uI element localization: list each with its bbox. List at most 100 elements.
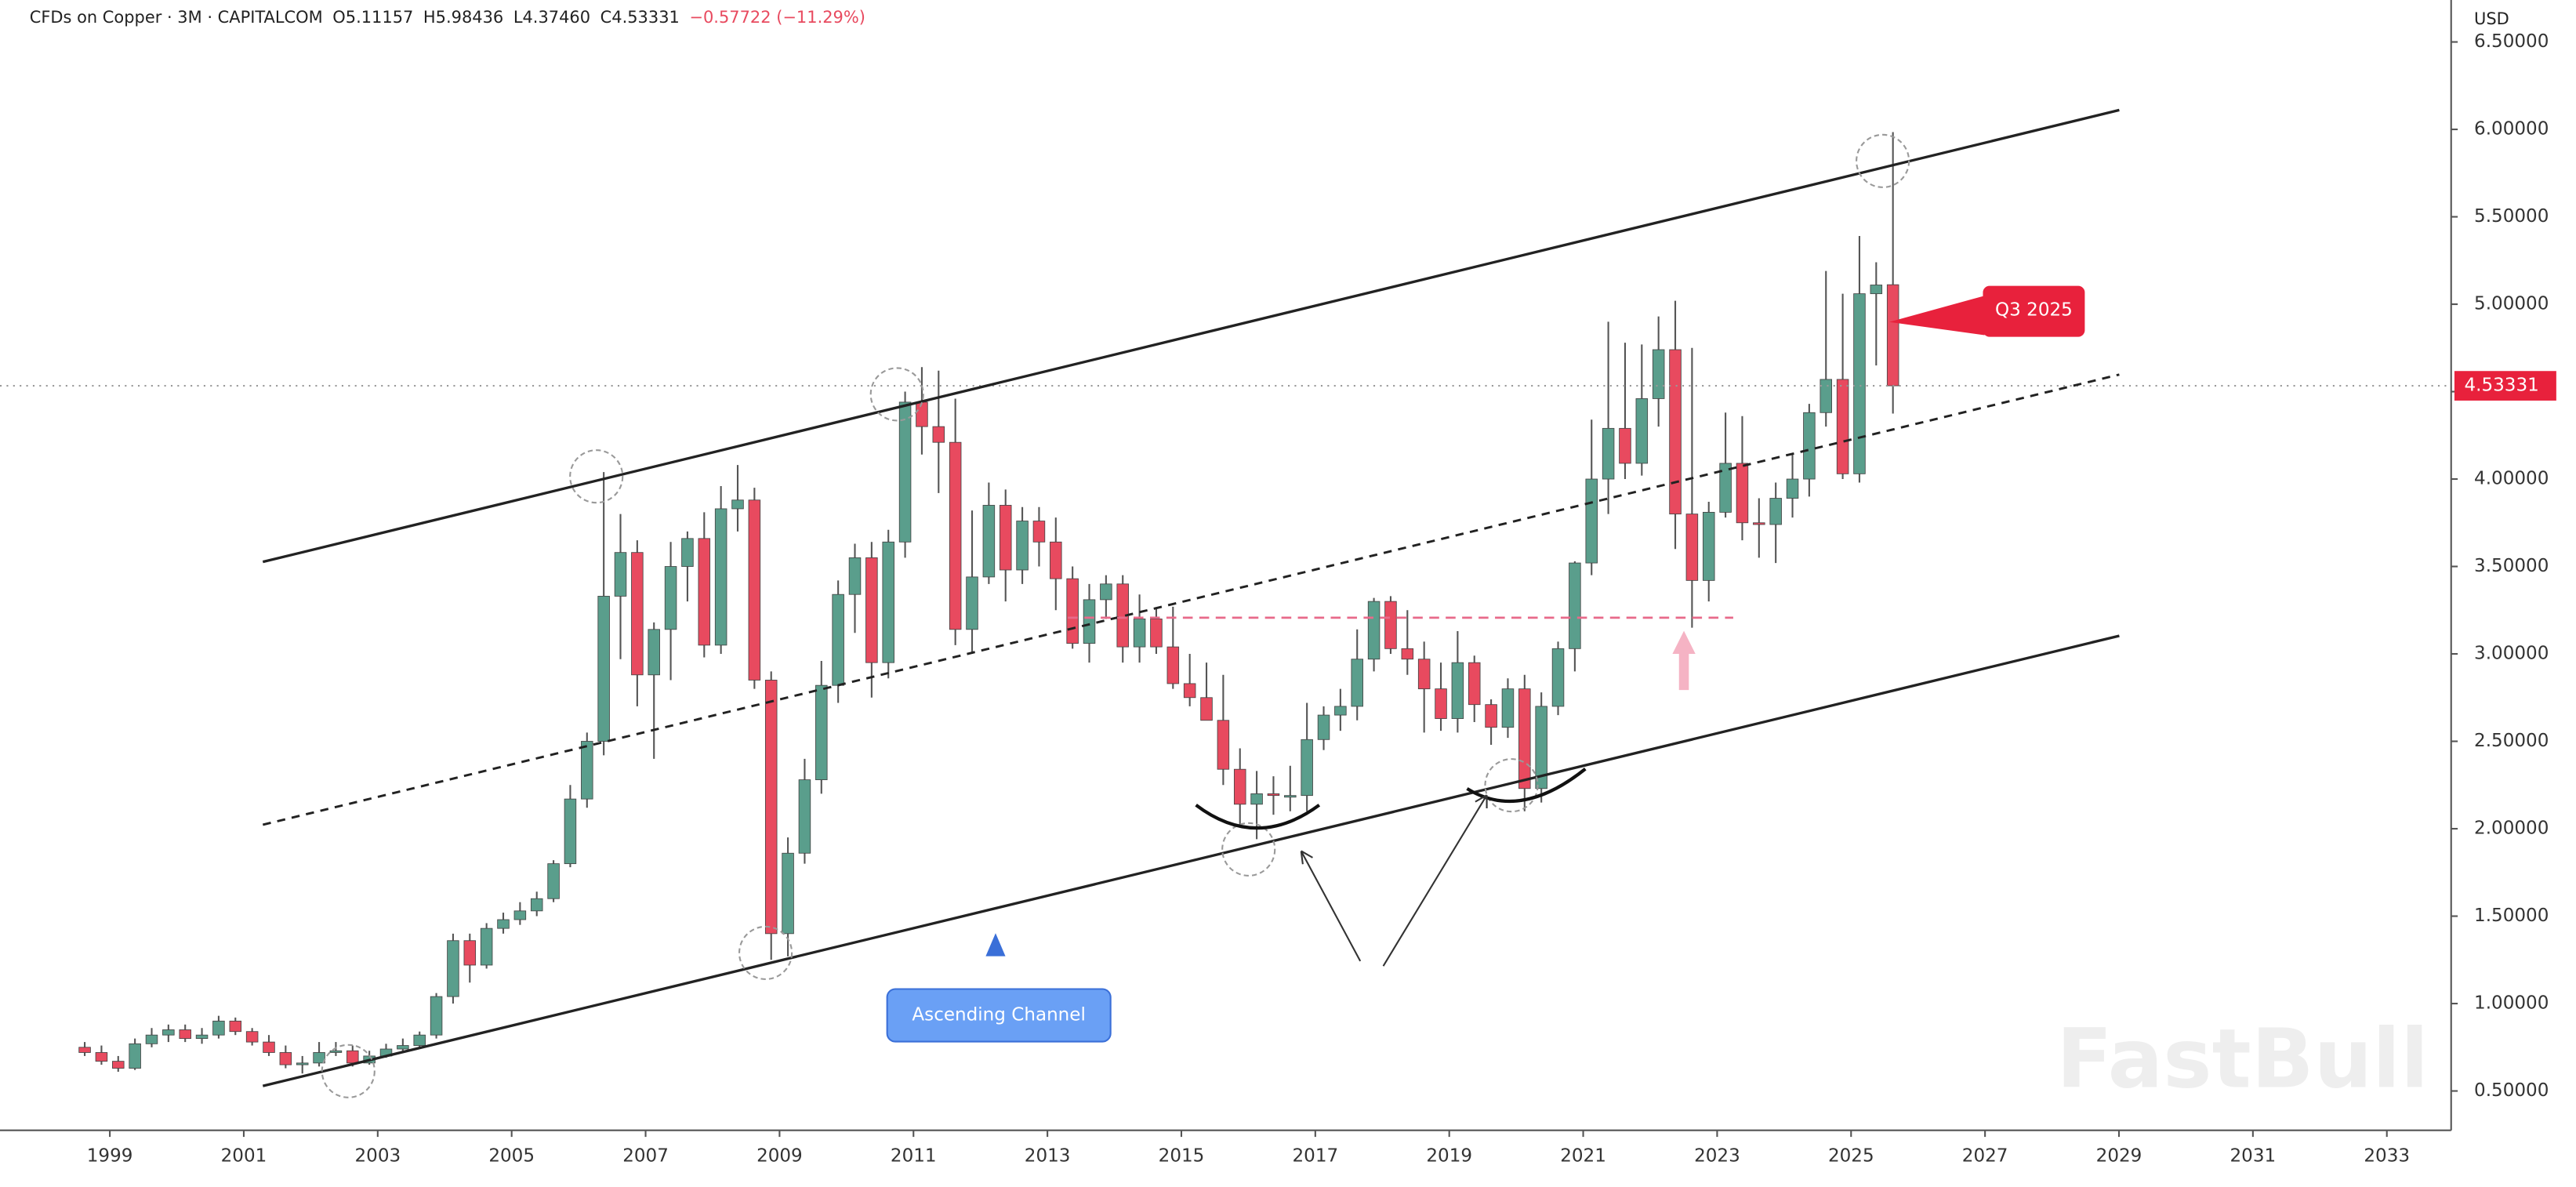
candle-body xyxy=(714,508,727,646)
candle-body xyxy=(764,680,778,935)
candle-body xyxy=(145,1034,158,1044)
x-tick-label: 2013 xyxy=(1025,1146,1071,1167)
candle-body xyxy=(1853,293,1866,474)
candle-body xyxy=(95,1052,108,1062)
candle-body xyxy=(329,1050,343,1053)
legend-header: CFDs on Copper · 3M · CAPITALCOM O5.11157… xyxy=(30,8,865,27)
candle-body xyxy=(999,505,1012,571)
annotation-box xyxy=(886,988,1112,1043)
candle-body xyxy=(1753,522,1765,525)
candle-body xyxy=(848,557,862,595)
candle-body xyxy=(798,779,811,854)
y-tick-label: 3.00000 xyxy=(2474,644,2549,664)
candle-body xyxy=(1050,541,1062,579)
candle-body xyxy=(597,596,610,742)
candle-body xyxy=(1150,619,1163,648)
candle-body xyxy=(932,426,945,443)
candle-body xyxy=(1585,478,1598,564)
x-tick-label: 1999 xyxy=(87,1146,133,1167)
candle-body xyxy=(1417,659,1431,690)
circle xyxy=(1221,822,1276,877)
candle-body xyxy=(1351,659,1363,707)
candle-body xyxy=(1183,683,1196,699)
currency: USD xyxy=(2474,9,2509,28)
candle-body xyxy=(1736,463,1749,524)
candle-body xyxy=(1200,697,1213,721)
circle xyxy=(1484,758,1539,813)
candle-body xyxy=(564,798,577,865)
candle-body xyxy=(1551,648,1565,707)
candle-body xyxy=(1334,706,1347,716)
x-tick-label: 2023 xyxy=(1694,1146,1740,1167)
candle-body xyxy=(1468,662,1481,706)
candle-body xyxy=(296,1062,309,1065)
candle-body xyxy=(1886,284,1899,387)
candle-body xyxy=(1669,349,1682,515)
x-tick-label: 2027 xyxy=(1962,1146,2008,1167)
pink-arrow xyxy=(1672,630,1696,691)
candle-body xyxy=(698,538,711,646)
x-tick-label: 2019 xyxy=(1426,1146,1472,1167)
candle-body xyxy=(1066,578,1079,644)
candle-body xyxy=(1602,427,1615,480)
circle xyxy=(1856,133,1910,188)
candle-body xyxy=(1451,662,1464,719)
circle xyxy=(321,1044,376,1098)
candle-body xyxy=(1719,463,1732,513)
x-tick-label: 2029 xyxy=(2096,1146,2142,1167)
legend-text: H5.98436 xyxy=(423,8,503,27)
candle-body xyxy=(129,1043,141,1069)
candle-body xyxy=(513,910,527,920)
candle-body xyxy=(1485,704,1497,728)
candle-body xyxy=(865,557,878,663)
candle-body xyxy=(112,1061,125,1069)
last-price-box xyxy=(2454,371,2556,401)
candle-body xyxy=(832,594,844,686)
candle-body xyxy=(1133,619,1146,648)
x-tick-label: 2033 xyxy=(2364,1146,2410,1167)
y-tick-label: 2.50000 xyxy=(2474,731,2549,751)
candle-body xyxy=(447,940,459,997)
drawings xyxy=(262,108,2120,1098)
candle-body xyxy=(346,1050,359,1064)
candle-body xyxy=(898,401,912,543)
candle-body xyxy=(782,852,794,935)
x-tick-label: 2007 xyxy=(622,1146,669,1167)
candle-body xyxy=(1301,739,1313,797)
legend-text: L4.37460 xyxy=(513,8,590,27)
candle-body xyxy=(1769,498,1782,525)
x-tick-label: 2017 xyxy=(1293,1146,1339,1167)
candle-body xyxy=(263,1041,275,1053)
legend-text: O5.11157 xyxy=(332,8,413,27)
candle-body xyxy=(463,940,477,966)
bottom-arc xyxy=(1195,804,1321,830)
x-tick-label: 2021 xyxy=(1560,1146,1606,1167)
candle-body xyxy=(245,1031,259,1043)
candle-body xyxy=(1166,646,1180,684)
candle-body xyxy=(1652,349,1665,399)
candle-body xyxy=(631,552,644,676)
bottom-arc xyxy=(1466,768,1587,803)
candle-body xyxy=(1435,688,1447,719)
y-tick-label: 5.50000 xyxy=(2474,206,2549,227)
candle-body xyxy=(430,996,443,1036)
candle-body xyxy=(1217,720,1230,770)
candle-body xyxy=(397,1045,409,1050)
candle-body xyxy=(614,552,627,597)
candle-body xyxy=(1786,478,1799,499)
x-tick-label: 2003 xyxy=(354,1146,401,1167)
channel-mid xyxy=(262,373,2120,826)
blue-marker xyxy=(985,933,1006,956)
candle-body xyxy=(1267,793,1280,797)
x-tick-label: 2031 xyxy=(2230,1146,2277,1167)
y-tick-label: 0.50000 xyxy=(2474,1080,2549,1101)
candle-body xyxy=(1820,379,1832,413)
candle-body xyxy=(1501,688,1515,728)
candle-body xyxy=(1016,521,1029,571)
candle-body xyxy=(1250,793,1263,805)
candle-body xyxy=(1702,511,1715,581)
touch-circles xyxy=(321,133,1910,1098)
